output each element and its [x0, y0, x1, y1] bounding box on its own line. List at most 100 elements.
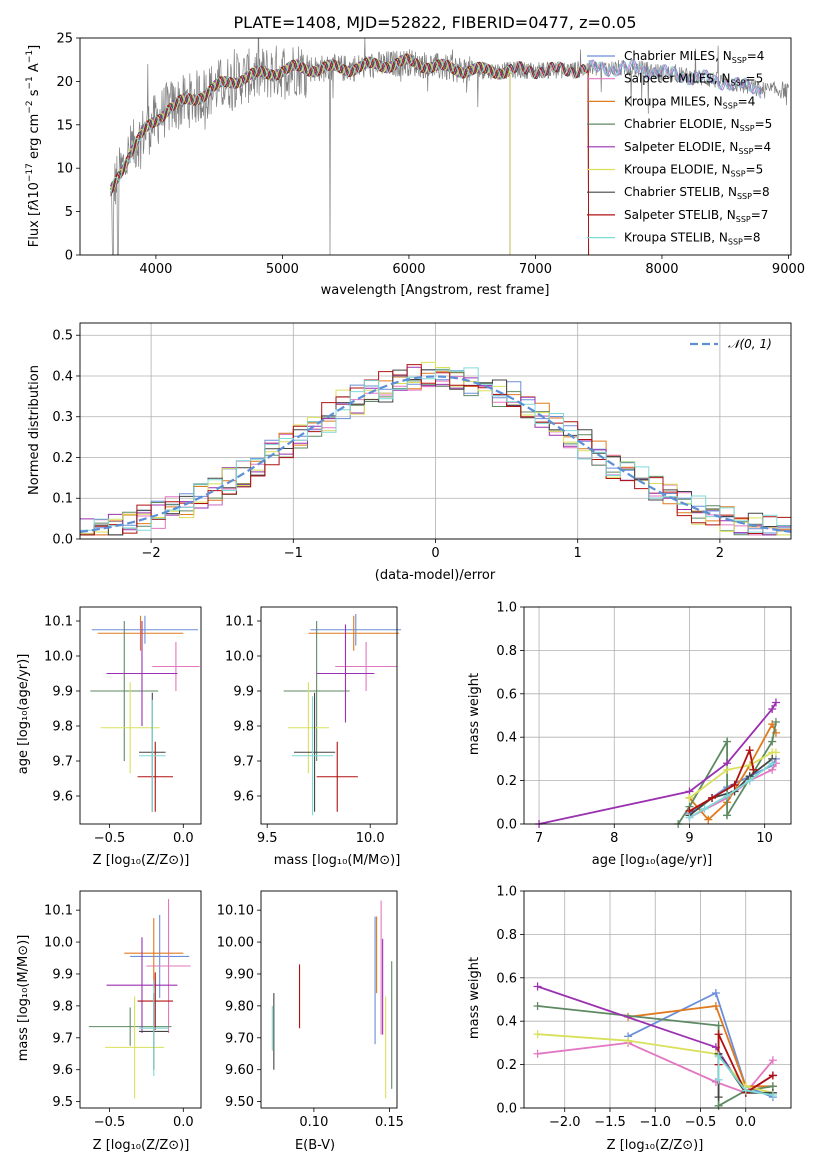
y-tick-label: 0 — [65, 249, 73, 264]
age-vs-Z-xlabel: Z [log₁₀(Z/Z⊙)] — [93, 853, 190, 868]
y-tick-label: 10 — [56, 162, 73, 177]
axes-frame — [79, 322, 792, 540]
model-spectrum-line — [109, 53, 762, 196]
model-spectrum-line — [110, 53, 511, 255]
legend-label: Salpeter ELODIE, NSSP=4 — [624, 140, 771, 156]
x-tick-label: 9 — [685, 831, 693, 846]
age-vs-mass-panel: 9.5 10.0 9.6 9.7 9.8 9.9 10.0 10.1 — [225, 606, 402, 846]
y-tick-label: 0.4 — [496, 731, 517, 746]
y-tick-label: 10.1 — [44, 615, 73, 630]
legend-label: Chabrier STELIB, NSSP=8 — [624, 185, 770, 201]
x-tick-label: 6000 — [392, 262, 425, 277]
x-tick-label: −0.5 — [685, 1115, 717, 1130]
y-tick-label: 9.8 — [52, 720, 73, 735]
mass-weight-marker — [704, 815, 713, 824]
mass-weight-line — [538, 702, 777, 825]
x-tick-label: 10 — [756, 831, 773, 846]
y-tick-label: 9.80 — [225, 999, 254, 1014]
mass-weight-marker — [533, 982, 542, 991]
mass-weight-marker — [771, 698, 780, 707]
y-tick-label: 9.7 — [233, 755, 254, 770]
x-tick-label: 9.5 — [257, 831, 278, 846]
massweight-vs-Z-ylabel: mass weight — [467, 957, 482, 1039]
spectrum-ylabel: Flux [fλ10−17 erg cm−2 s−1 A−1] — [25, 45, 42, 247]
mass-weight-marker — [700, 804, 709, 813]
mass-weight-marker — [771, 718, 780, 727]
y-tick-label: 9.90 — [225, 967, 254, 982]
mass-weight-marker — [723, 765, 732, 774]
axes-frame — [79, 606, 202, 825]
y-tick-label: 0.4 — [496, 1015, 517, 1030]
y-tick-label: 9.50 — [225, 1095, 254, 1110]
x-tick-label: −1.5 — [594, 1115, 626, 1130]
mass-weight-marker — [723, 737, 732, 746]
y-tick-label: 0.2 — [496, 1058, 517, 1073]
mass-weight-marker — [745, 746, 754, 755]
y-tick-label: 0.0 — [52, 533, 73, 548]
legend-label: Kroupa STELIB, NSSP=8 — [624, 231, 761, 247]
mass-weight-marker — [533, 1049, 542, 1058]
mass-weight-marker — [730, 780, 739, 789]
mass-weight-marker — [714, 1030, 723, 1039]
x-tick-label: 8000 — [645, 262, 678, 277]
mass-weight-marker — [723, 791, 732, 800]
mass-weight-marker — [768, 704, 777, 713]
y-tick-label: 10.0 — [44, 650, 73, 665]
x-tick-label: −1 — [284, 546, 303, 561]
y-tick-label: 0.3 — [52, 410, 73, 425]
y-tick-label: 0.8 — [496, 644, 517, 659]
mass-weight-marker — [685, 793, 694, 802]
x-tick-label: 9000 — [772, 262, 805, 277]
legend-label: 𝒩(0, 1) — [728, 337, 772, 351]
y-tick-label: 1.0 — [496, 601, 517, 616]
x-tick-label: 0.0 — [173, 831, 194, 846]
y-tick-label: 0.6 — [496, 971, 517, 986]
mass-weight-line — [717, 1053, 774, 1096]
x-tick-label: 1 — [574, 546, 582, 561]
legend-label: Salpeter MILES, NSSP=5 — [624, 72, 763, 88]
x-tick-label: 0.15 — [375, 1115, 404, 1130]
axes-frame — [260, 606, 398, 825]
model-spectrum-line — [110, 53, 590, 255]
mass-vs-EBV-panel: 0.10 0.15 9.50 9.60 9.70 9.80 9.90 10.00 10.10 — [217, 890, 404, 1130]
age-vs-Z-ylabel: age [log₁₀(age/yr)] — [16, 654, 31, 775]
y-tick-label: 5 — [65, 205, 73, 220]
y-tick-label: 0.6 — [496, 687, 517, 702]
mass-weight-marker — [708, 793, 717, 802]
y-tick-label: 9.9 — [233, 685, 254, 700]
mass-weight-marker — [711, 1002, 720, 1011]
plot-area — [109, 38, 789, 255]
y-tick-label: 10.1 — [225, 615, 254, 630]
y-tick-label: 10.0 — [225, 650, 254, 665]
x-tick-label: 7000 — [519, 262, 552, 277]
y-tick-label: 0.8 — [496, 928, 517, 943]
residuals-panel: −2 −1 0 1 2 0.0 0.1 0.2 0.3 0.4 0.5 𝒩(0, 1) — [52, 322, 792, 561]
y-tick-label: 0.2 — [52, 451, 73, 466]
y-tick-label: 9.8 — [52, 999, 73, 1014]
massweight-vs-age-panel: 7 8 9 10 0.0 0.2 0.4 0.6 0.8 1.0 — [496, 601, 792, 846]
massweight-vs-Z-panel: −2.0 −1.5 −1.0 −0.5 0.0 0.0 0.2 0.4 0.6 0.8 1.0 — [496, 885, 792, 1130]
age-vs-mass-xlabel: mass [log₁₀(M/M⊙)] — [274, 853, 401, 868]
spectrum-panel: 4000 5000 6000 7000 8000 9000 0 5 10 15 20 25 Chabri… — [56, 32, 805, 278]
mass-weight-marker — [714, 1051, 723, 1060]
legend-label: Chabrier ELODIE, NSSP=5 — [624, 117, 772, 133]
y-tick-label: 0.5 — [52, 329, 73, 344]
x-tick-label: 2 — [716, 546, 724, 561]
y-tick-label: 10.00 — [217, 936, 254, 951]
y-tick-label: 9.6 — [52, 1063, 73, 1078]
y-tick-label: 10.0 — [44, 936, 73, 951]
mass-weight-marker — [768, 1071, 777, 1080]
massweight-vs-age-ylabel: mass weight — [467, 673, 482, 755]
figure-title: PLATE=1408, MJD=52822, FIBERID=0477, z=0… — [233, 13, 636, 32]
spectrum-xlabel: wavelength [Angstrom, rest frame] — [321, 283, 550, 298]
mass-weight-marker — [714, 1093, 723, 1102]
mass-weight-marker — [745, 776, 754, 785]
mass-vs-Z-xlabel: Z [log₁₀(Z/Z⊙)] — [93, 1138, 190, 1153]
model-spectrum-line — [110, 53, 590, 255]
x-tick-label: −1.0 — [639, 1115, 671, 1130]
x-tick-label: 5000 — [266, 262, 299, 277]
mass-weight-marker — [771, 748, 780, 757]
mass-weight-marker — [723, 811, 732, 820]
plot-area — [80, 361, 791, 536]
